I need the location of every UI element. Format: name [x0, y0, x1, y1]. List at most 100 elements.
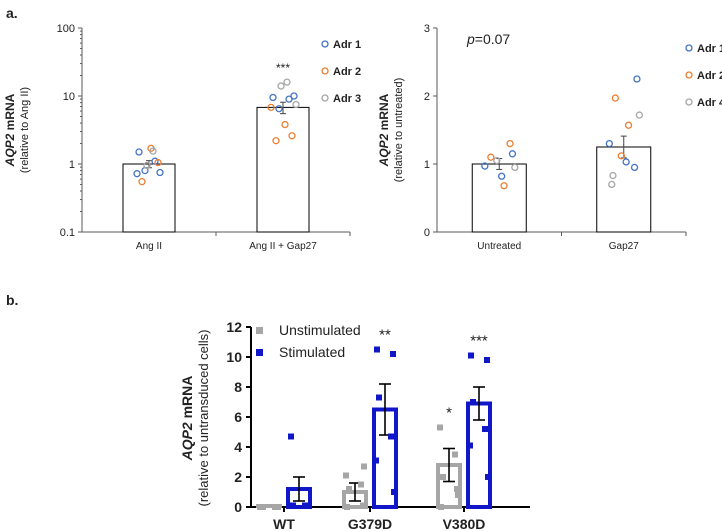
data-point: [275, 504, 281, 510]
data-point: [267, 103, 275, 112]
legend-marker: [321, 67, 329, 75]
y-axis-subtitle: (relative to untreated): [393, 78, 405, 183]
data-point: [275, 105, 283, 113]
legend-label: Adr 2: [697, 70, 722, 82]
data-point: [438, 504, 444, 510]
data-point: [288, 433, 294, 440]
data-point: [272, 137, 280, 145]
data-point: [482, 426, 488, 432]
panel-label-b: b.: [6, 292, 18, 308]
data-point: [391, 489, 397, 495]
x-tick-label: Ang II: [136, 241, 162, 252]
data-point: [288, 132, 296, 140]
y-tick-label: 1: [69, 159, 75, 171]
x-tick-label: G379D: [348, 516, 392, 531]
data-point: [287, 502, 293, 509]
x-tick-label: Ang II + Gap27: [249, 241, 317, 252]
bar-Ang II + Gap27: [256, 106, 310, 233]
data-point: [511, 163, 519, 172]
legend-marker: [256, 349, 263, 356]
data-point: [493, 156, 501, 165]
y-axis-subtitle: (relative to untransduced cells): [196, 329, 211, 506]
data-point: [452, 451, 458, 458]
data-point: [154, 158, 162, 167]
data-point: [487, 153, 495, 161]
data-point: [388, 433, 394, 440]
data-point: [257, 504, 263, 510]
legend-marker: [256, 327, 263, 334]
data-point: [358, 481, 364, 488]
bar-Gap27: [596, 146, 652, 233]
y-tick-label: 3: [424, 23, 430, 35]
data-point: [143, 161, 151, 170]
legend-marker: [321, 40, 329, 48]
data-point: [361, 463, 367, 470]
y-tick-label: 10: [226, 349, 242, 365]
legend-marker: [685, 71, 693, 79]
y-tick-label: 12: [226, 319, 242, 335]
data-point: [454, 486, 460, 492]
data-point: [506, 139, 514, 148]
data-point: [608, 180, 616, 189]
y-tick-label: 2: [424, 91, 430, 103]
data-point: [138, 178, 146, 186]
x-tick-label: Gap27: [609, 241, 639, 252]
data-point: [133, 170, 141, 178]
data-point: [277, 82, 285, 90]
legend-label: Adr 1: [697, 43, 722, 55]
data-point: [285, 95, 293, 103]
data-point: [360, 502, 366, 509]
data-point: [617, 152, 625, 160]
data-point: [269, 93, 277, 102]
data-point: [440, 474, 446, 480]
data-point: [635, 111, 643, 119]
data-point: [484, 357, 490, 363]
data-point: [497, 172, 506, 180]
data-point: [455, 492, 461, 498]
data-point: [283, 78, 291, 86]
data-point: [605, 139, 613, 148]
data-point: [624, 121, 633, 129]
data-point: [481, 162, 489, 170]
x-tick-label: V380D: [443, 516, 486, 531]
data-point: [305, 502, 311, 509]
data-point: [373, 457, 379, 464]
data-point: [470, 399, 476, 405]
y-tick-label: 1: [424, 159, 430, 171]
legend-label: Stimulated: [279, 344, 345, 360]
x-tick-label: Untreated: [477, 241, 521, 252]
legend-label: Adr 1: [333, 39, 361, 51]
chart-a-right: 0 1 2 3 Untreated Gap27 Adr 1 Adr 2 Adr 4 AQP2 mR…: [377, 23, 722, 252]
data-point: [281, 120, 289, 129]
y-tick-label: 10: [63, 91, 75, 103]
p-value-annotation: p=0.07: [466, 31, 510, 47]
significance-mark: **: [379, 327, 391, 344]
data-point: [390, 351, 396, 357]
panel-label-a: a.: [6, 5, 18, 21]
legend-label: Adr 4: [697, 97, 722, 109]
chart-a-left: 0.1 1 10 100 Ang II Ang II + Gap27 *** Adr 1 Adr…: [3, 23, 361, 252]
y-tick-label: 0.1: [60, 227, 75, 239]
data-point: [156, 168, 164, 177]
y-tick-label: 6: [234, 409, 242, 425]
significance-mark: *: [446, 405, 452, 422]
legend-marker: [685, 98, 693, 106]
data-point: [374, 346, 380, 353]
data-point: [609, 171, 617, 180]
y-tick-label: 8: [234, 379, 242, 395]
y-tick-label: 100: [57, 23, 75, 35]
data-point: [633, 75, 641, 83]
data-point: [344, 504, 350, 510]
significance-mark: ***: [276, 61, 290, 75]
data-point: [376, 394, 382, 401]
data-point: [290, 92, 298, 100]
y-axis-title: AQP2 mRNA: [3, 93, 17, 167]
data-point: [149, 147, 157, 155]
legend-marker: [685, 44, 693, 52]
data-point: [346, 486, 352, 492]
data-point: [437, 424, 443, 431]
x-tick-label: WT: [273, 516, 295, 531]
data-point: [630, 163, 639, 172]
